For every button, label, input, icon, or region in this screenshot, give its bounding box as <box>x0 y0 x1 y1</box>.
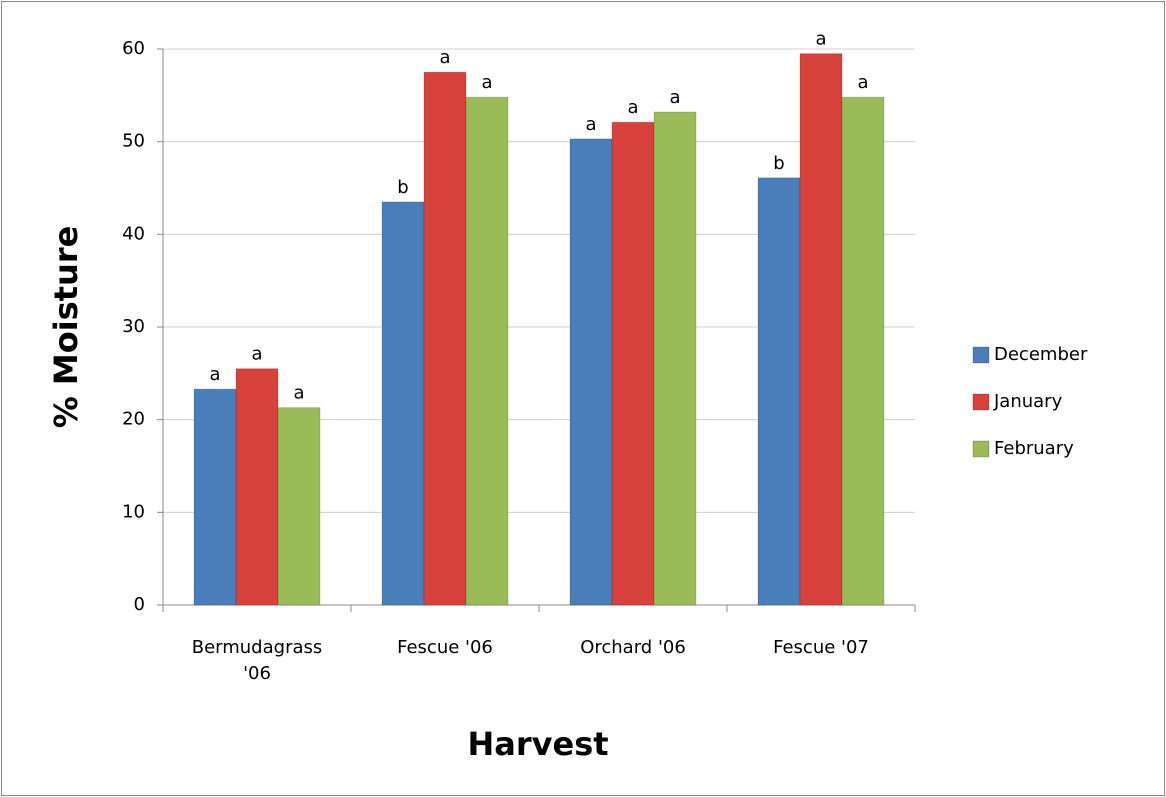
y-tick-label: 60 <box>122 38 145 59</box>
bar <box>423 71 467 606</box>
significance-letter: a <box>627 97 638 118</box>
significance-letter: a <box>585 114 596 135</box>
legend-swatch <box>972 346 990 364</box>
bar <box>653 111 697 606</box>
significance-letter: b <box>397 177 408 198</box>
bar <box>841 96 885 606</box>
y-tick-label: 30 <box>122 316 145 337</box>
significance-letter: a <box>815 29 826 50</box>
y-tick-label: 40 <box>122 223 145 244</box>
x-tick-label: Fescue '07 <box>773 637 869 658</box>
legend-label: January <box>993 391 1063 412</box>
legend-swatch <box>972 393 990 411</box>
x-tick-label: Bermudagrass '06 <box>191 637 323 684</box>
legend-label: December <box>994 344 1088 365</box>
x-tick-label: Orchard '06 <box>580 637 686 658</box>
y-tick-label: 20 <box>122 409 145 430</box>
significance-letter: a <box>857 72 868 93</box>
significance-letter: b <box>773 153 784 174</box>
x-axis-title: Harvest <box>467 725 608 763</box>
bar <box>799 53 843 606</box>
bar <box>193 388 237 606</box>
legend-swatch <box>972 440 990 458</box>
significance-letter: a <box>481 72 492 93</box>
bar <box>235 368 279 606</box>
y-tick-label: 10 <box>122 501 145 522</box>
bar <box>611 121 655 606</box>
y-axis-title: % Moisture <box>47 226 85 429</box>
y-tick-label: 0 <box>134 594 145 615</box>
significance-letter: a <box>439 47 450 68</box>
x-tick-label: Fescue '06 <box>397 637 493 658</box>
bar <box>465 96 509 606</box>
significance-letter: a <box>293 383 304 404</box>
bar <box>381 201 425 606</box>
y-tick-label: 50 <box>122 131 145 152</box>
bar <box>757 177 801 606</box>
bar <box>277 407 321 606</box>
significance-letter: a <box>251 344 262 365</box>
significance-letter: a <box>209 364 220 385</box>
bar <box>569 138 613 606</box>
legend-label: February <box>994 438 1074 459</box>
significance-letter: a <box>669 87 680 108</box>
